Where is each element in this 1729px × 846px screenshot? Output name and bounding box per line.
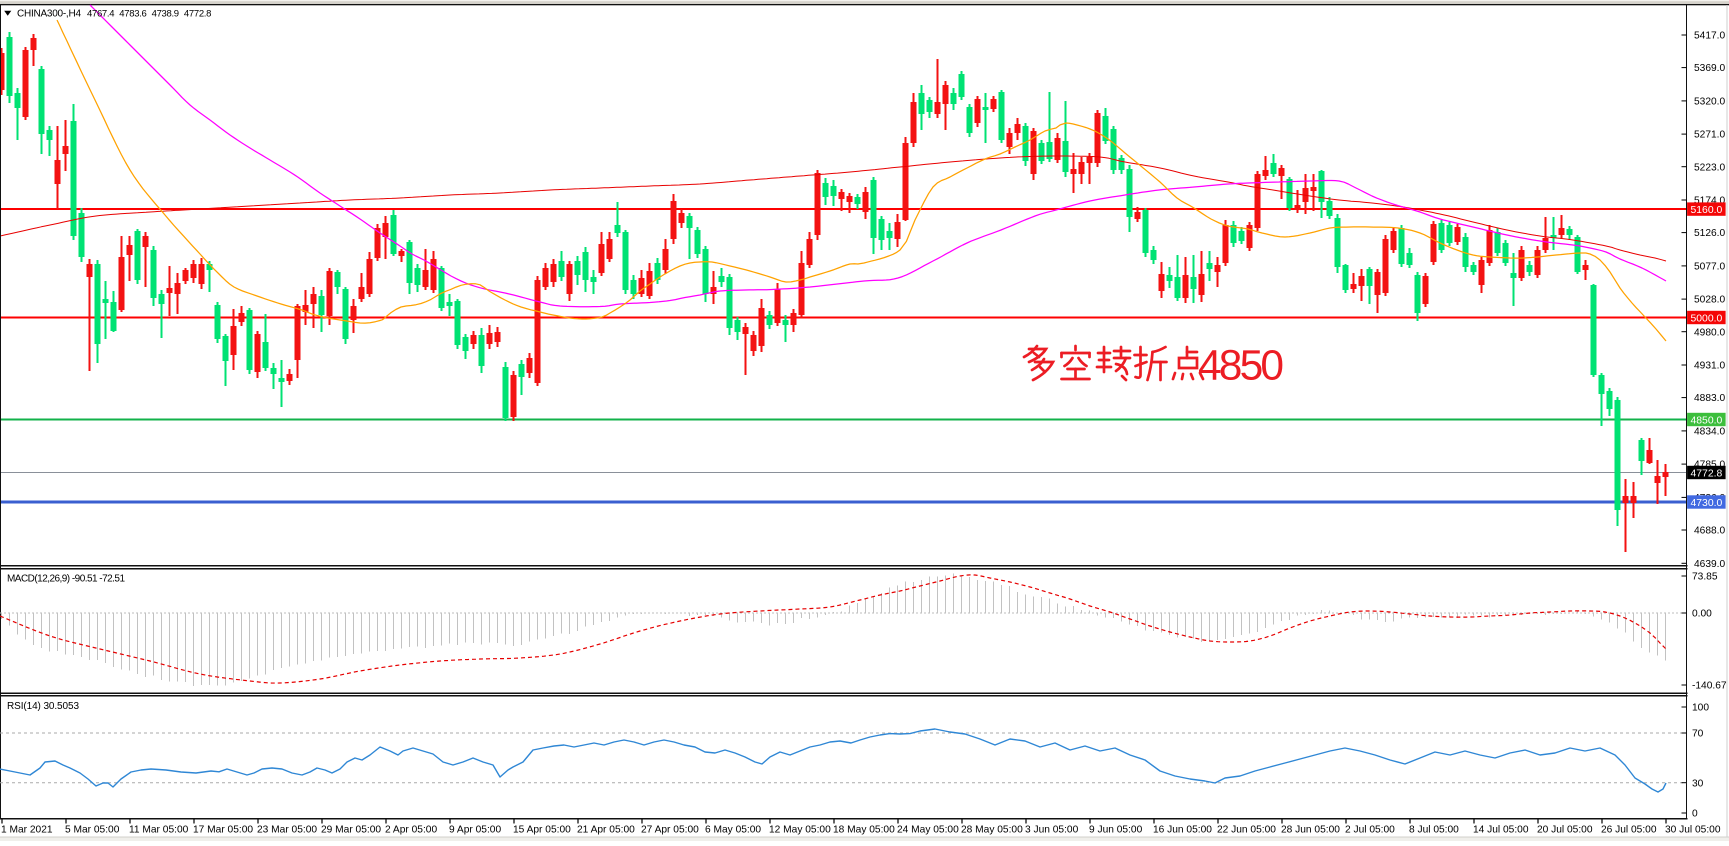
svg-text:-140.67: -140.67 — [1692, 681, 1727, 692]
svg-text:26 Jul 05:00: 26 Jul 05:00 — [1601, 825, 1657, 836]
svg-text:30 Jul 05:00: 30 Jul 05:00 — [1665, 825, 1721, 836]
svg-text:24 May 05:00: 24 May 05:00 — [897, 825, 959, 836]
svg-text:27 Apr 05:00: 27 Apr 05:00 — [641, 825, 699, 836]
svg-text:8 Jul 05:00: 8 Jul 05:00 — [1409, 825, 1459, 836]
svg-text:5417.0: 5417.0 — [1694, 31, 1725, 42]
svg-text:0: 0 — [1692, 809, 1698, 820]
svg-text:5000.0: 5000.0 — [1691, 313, 1723, 324]
svg-text:22 Jun 05:00: 22 Jun 05:00 — [1217, 825, 1276, 836]
svg-text:4834.0: 4834.0 — [1694, 427, 1725, 438]
svg-text:5369.0: 5369.0 — [1694, 63, 1725, 74]
svg-text:21 Apr 05:00: 21 Apr 05:00 — [577, 825, 635, 836]
svg-text:15 Apr 05:00: 15 Apr 05:00 — [513, 825, 571, 836]
svg-text:5126.0: 5126.0 — [1694, 228, 1725, 239]
svg-text:5028.0: 5028.0 — [1694, 295, 1725, 306]
svg-text:CHINA300-,H4: CHINA300-,H4 — [17, 9, 81, 20]
svg-text:18 May 05:00: 18 May 05:00 — [833, 825, 895, 836]
svg-text:9 Apr 05:00: 9 Apr 05:00 — [449, 825, 501, 836]
svg-text:4767.4: 4767.4 — [87, 9, 115, 20]
svg-text:4688.0: 4688.0 — [1694, 526, 1725, 537]
svg-text:5223.0: 5223.0 — [1694, 162, 1725, 173]
svg-text:2 Apr 05:00: 2 Apr 05:00 — [385, 825, 437, 836]
svg-text:1 Mar 2021: 1 Mar 2021 — [1, 825, 53, 836]
svg-text:20 Jul 05:00: 20 Jul 05:00 — [1537, 825, 1593, 836]
svg-text:RSI(14) 30.5053: RSI(14) 30.5053 — [7, 701, 79, 712]
svg-text:MACD(12,26,9) -90.51 -72.51: MACD(12,26,9) -90.51 -72.51 — [7, 574, 125, 585]
svg-text:29 Mar 05:00: 29 Mar 05:00 — [321, 825, 381, 836]
svg-text:5320.0: 5320.0 — [1694, 97, 1725, 108]
svg-text:12 May 05:00: 12 May 05:00 — [769, 825, 831, 836]
svg-text:4730.0: 4730.0 — [1691, 498, 1723, 509]
svg-text:17 Mar 05:00: 17 Mar 05:00 — [193, 825, 253, 836]
svg-text:28 Jun 05:00: 28 Jun 05:00 — [1281, 825, 1340, 836]
svg-text:3 Jun 05:00: 3 Jun 05:00 — [1025, 825, 1079, 836]
svg-text:73.85: 73.85 — [1692, 572, 1718, 583]
svg-text:5271.0: 5271.0 — [1694, 130, 1725, 141]
svg-text:2 Jul 05:00: 2 Jul 05:00 — [1345, 825, 1395, 836]
svg-text:4772.8: 4772.8 — [1691, 468, 1723, 479]
svg-text:100: 100 — [1692, 703, 1709, 714]
svg-text:4931.0: 4931.0 — [1694, 361, 1725, 372]
svg-text:11 Mar 05:00: 11 Mar 05:00 — [129, 825, 189, 836]
svg-text:4785.0: 4785.0 — [1694, 460, 1725, 471]
svg-text:14 Jul 05:00: 14 Jul 05:00 — [1473, 825, 1529, 836]
svg-text:16 Jun 05:00: 16 Jun 05:00 — [1153, 825, 1212, 836]
svg-text:4783.6: 4783.6 — [119, 9, 147, 20]
svg-text:28 May 05:00: 28 May 05:00 — [961, 825, 1023, 836]
svg-text:0.00: 0.00 — [1692, 609, 1712, 620]
svg-text:6 May 05:00: 6 May 05:00 — [705, 825, 761, 836]
svg-text:5174.0: 5174.0 — [1694, 196, 1725, 207]
svg-text:4772.8: 4772.8 — [184, 9, 212, 20]
svg-text:30: 30 — [1692, 778, 1704, 789]
svg-text:4639.0: 4639.0 — [1694, 559, 1725, 570]
svg-text:70: 70 — [1692, 729, 1704, 740]
svg-text:5 Mar 05:00: 5 Mar 05:00 — [65, 825, 120, 836]
svg-text:5160.0: 5160.0 — [1691, 205, 1723, 216]
svg-text:9 Jun 05:00: 9 Jun 05:00 — [1089, 825, 1143, 836]
svg-text:4883.0: 4883.0 — [1694, 393, 1725, 404]
svg-text:5077.0: 5077.0 — [1694, 262, 1725, 273]
svg-text:23 Mar 05:00: 23 Mar 05:00 — [257, 825, 317, 836]
svg-text:4850.0: 4850.0 — [1691, 415, 1723, 426]
svg-text:4850: 4850 — [1198, 343, 1284, 390]
svg-text:4738.9: 4738.9 — [152, 9, 180, 20]
svg-text:4980.0: 4980.0 — [1694, 327, 1725, 338]
